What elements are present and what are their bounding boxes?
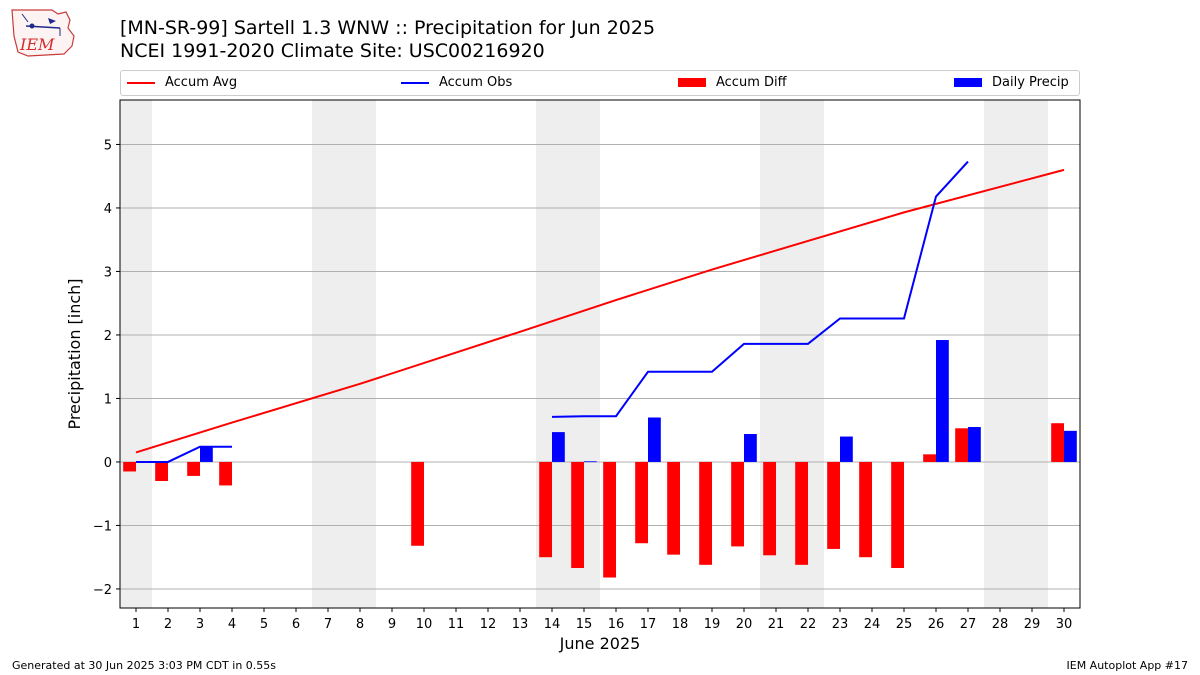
accum-diff-bar (155, 461, 168, 481)
x-tick-label: 14 (544, 617, 561, 632)
weekend-shade (120, 100, 152, 608)
chart-title: [MN-SR-99] Sartell 1.3 WNW :: Precipitat… (120, 17, 656, 39)
x-tick-label: 25 (896, 617, 913, 632)
x-tick-label: 15 (576, 617, 593, 632)
daily-precip-bar (744, 434, 757, 462)
x-tick-label: 16 (608, 617, 625, 632)
accum-diff-bar (571, 461, 584, 568)
y-tick-label: 2 (104, 329, 112, 344)
daily-precip-bar (968, 427, 981, 462)
x-tick-label: 18 (672, 617, 689, 632)
legend-label-accum-obs: Accum Obs (439, 75, 513, 90)
x-axis-label: June 2025 (559, 634, 641, 653)
legend-label-daily-precip: Daily Precip (992, 75, 1069, 90)
weekend-shade (984, 100, 1048, 608)
app-credit: IEM Autoplot App #17 (1066, 659, 1189, 672)
x-tick-label: 9 (388, 617, 396, 632)
accum-diff-bar (859, 461, 872, 558)
legend-swatch-daily-precip (954, 78, 982, 87)
accum-diff-bar (123, 461, 136, 472)
x-tick-label: 20 (736, 617, 753, 632)
accum-diff-bar (699, 461, 712, 565)
legend-swatch-accum-diff (678, 78, 706, 87)
y-tick-label: −1 (93, 519, 112, 534)
legend-item-daily-precip: Daily Precip (954, 74, 1069, 92)
accum-diff-bar (795, 461, 808, 565)
x-tick-label: 11 (448, 617, 465, 632)
legend-label-accum-diff: Accum Diff (716, 75, 787, 90)
x-tick-label: 30 (1056, 617, 1073, 632)
x-tick-label: 26 (928, 617, 945, 632)
daily-precip-bar (648, 417, 661, 462)
legend-swatch-accum-obs (401, 81, 429, 84)
x-tick-label: 27 (960, 617, 977, 632)
legend-item-accum-diff: Accum Diff (678, 74, 787, 92)
accum-obs-line (136, 445, 232, 463)
x-tick-label: 2 (164, 617, 172, 632)
x-tick-label: 21 (768, 617, 785, 632)
accum-diff-bar (667, 461, 680, 555)
accum-diff-bar (763, 461, 776, 556)
accum-avg-line (135, 168, 1065, 454)
daily-precip-bar (552, 432, 565, 462)
x-tick-label: 5 (260, 617, 268, 632)
x-tick-label: 28 (992, 617, 1009, 632)
x-tick-label: 19 (704, 617, 721, 632)
y-tick-label: 4 (104, 202, 112, 217)
daily-precip-bar (936, 340, 949, 462)
x-tick-label: 6 (292, 617, 300, 632)
daily-precip-bar (200, 446, 213, 462)
x-tick-label: 8 (356, 617, 364, 632)
legend-item-accum-obs: Accum Obs (401, 74, 512, 92)
plot-frame (119, 99, 1081, 609)
x-tick-label: 17 (640, 617, 657, 632)
accum-diff-bar (955, 428, 968, 462)
daily-precip-bar (1064, 430, 1077, 462)
x-tick-label: 22 (800, 617, 817, 632)
logo-text: IEM (19, 35, 55, 54)
x-tick-label: 1 (132, 617, 140, 632)
accum-diff-bar (1051, 423, 1064, 462)
accum-diff-bar (635, 461, 648, 544)
accum-diff-bar (411, 461, 424, 546)
accum-diff-bar (891, 461, 904, 568)
daily-precip-bar (584, 461, 597, 463)
accum-diff-bar (539, 461, 552, 558)
y-tick-label: −2 (93, 583, 112, 598)
x-tick-label: 4 (228, 617, 236, 632)
weekend-shade (312, 100, 376, 608)
x-tick-label: 3 (196, 617, 204, 632)
x-tick-label: 29 (1024, 617, 1041, 632)
iem-logo: IEM (11, 9, 75, 57)
accum-diff-bar (603, 461, 616, 578)
generated-timestamp: Generated at 30 Jun 2025 3:03 PM CDT in … (12, 659, 277, 672)
accum-diff-bar (731, 461, 744, 547)
x-tick-label: 12 (480, 617, 497, 632)
y-tick-label: 0 (104, 456, 112, 471)
chart-subtitle: NCEI 1991-2020 Climate Site: USC00216920 (120, 40, 545, 62)
accum-diff-bar (827, 461, 840, 549)
legend: Accum Avg Accum Obs Accum Diff Daily Pre… (120, 70, 1080, 96)
x-tick-label: 10 (416, 617, 433, 632)
x-tick-label: 23 (832, 617, 849, 632)
x-tick-label: 13 (512, 617, 529, 632)
y-tick-label: 1 (104, 392, 112, 407)
x-tick-label: 24 (864, 617, 881, 632)
accum-diff-bar (923, 454, 936, 462)
legend-label-accum-avg: Accum Avg (165, 75, 238, 90)
y-axis-label: Precipitation [inch] (65, 278, 84, 429)
accum-obs-line (551, 160, 969, 418)
x-tick-label: 7 (324, 617, 332, 632)
y-tick-label: 5 (104, 138, 112, 153)
y-tick-label: 3 (104, 265, 112, 280)
accum-diff-bar (187, 461, 200, 476)
daily-precip-bar (840, 436, 853, 462)
legend-swatch-accum-avg (127, 81, 155, 84)
legend-item-accum-avg: Accum Avg (127, 74, 237, 92)
accum-diff-bar (219, 461, 232, 486)
